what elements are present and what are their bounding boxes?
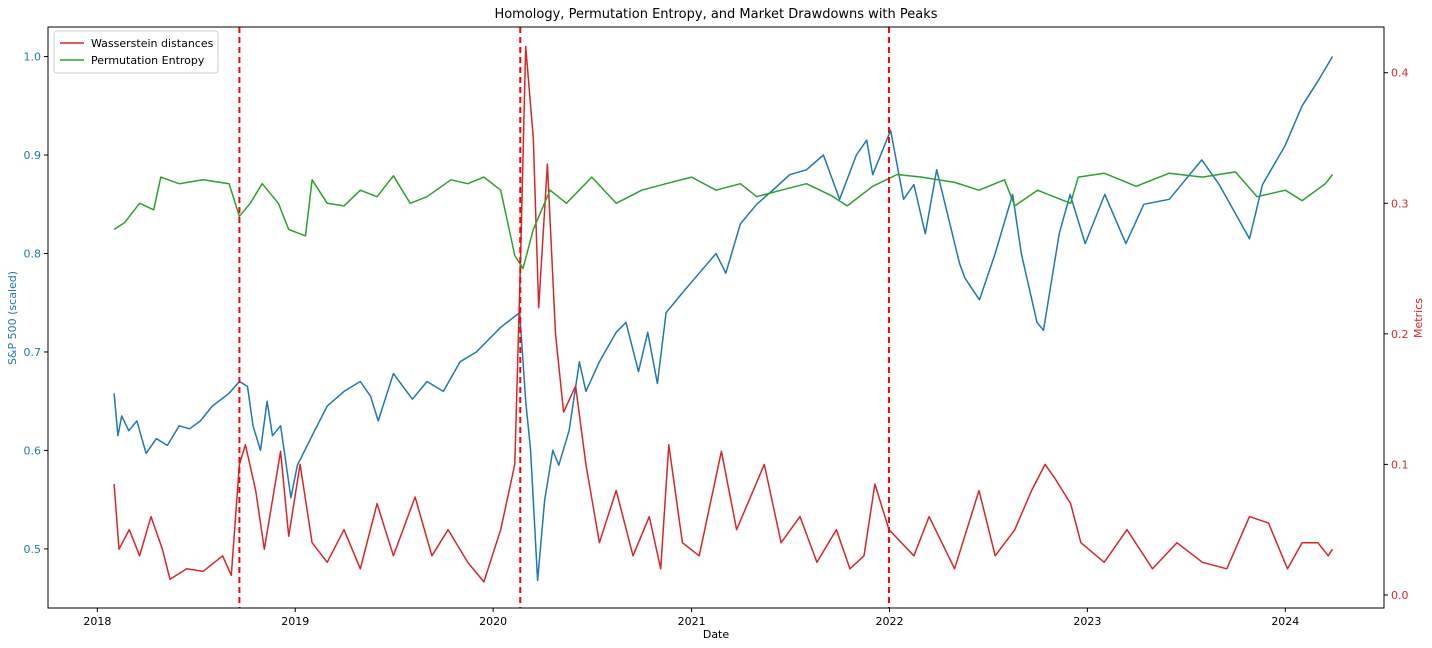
y-left-tick-label: 0.8: [24, 247, 42, 260]
x-tick-label: 2018: [83, 615, 111, 628]
y-right-tick-label: 0.1: [1391, 458, 1409, 471]
y-right-tick-label: 0.3: [1391, 197, 1409, 210]
x-tick-label: 2021: [678, 615, 706, 628]
plot-area: 2018 2019 2020 2021 2022 2023 2024 0.5 0.6 0.7 0.8…: [24, 26, 1409, 628]
y-left-tick-label: 0.9: [24, 149, 42, 162]
y-right-tick-label: 0.4: [1391, 67, 1409, 80]
legend-label-wasserstein: Wasserstein distances: [91, 37, 214, 50]
entropy-line: [113, 171, 1334, 270]
y-axis-label-right: Metrics: [1412, 298, 1425, 338]
x-axis-label: Date: [703, 628, 730, 641]
wasserstein-line: [113, 45, 1334, 583]
sp500-line: [113, 56, 1334, 582]
plot-frame: [47, 26, 1385, 609]
x-tick-label: 2020: [479, 615, 507, 628]
y-left-tick-label: 1.0: [24, 51, 42, 64]
x-tick-label: 2019: [281, 615, 309, 628]
y-axis-label-left: S&P 500 (scaled): [6, 271, 19, 365]
y-left-tick-label: 0.5: [24, 543, 42, 556]
legend-box: [53, 30, 219, 74]
x-tick-label: 2022: [876, 615, 904, 628]
y-right-tick-label: 0.2: [1391, 328, 1409, 341]
y-left-tick-label: 0.7: [24, 346, 42, 359]
x-tick-label: 2024: [1271, 615, 1299, 628]
y-right-tick-label: 0.0: [1391, 589, 1409, 602]
y-left-tick-label: 0.6: [24, 444, 42, 457]
legend-label-entropy: Permutation Entropy: [91, 54, 205, 67]
chart-title: Homology, Permutation Entropy, and Marke…: [494, 7, 937, 22]
x-tick-label: 2023: [1073, 615, 1101, 628]
